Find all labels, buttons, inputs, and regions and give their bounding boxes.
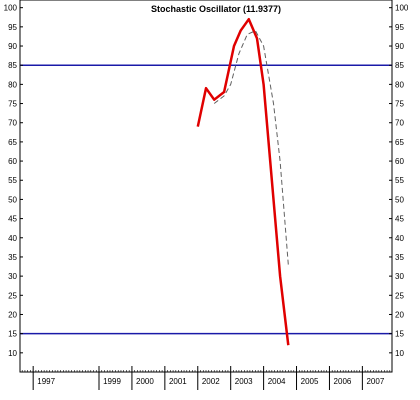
y-tick-label-right: 45 bbox=[395, 215, 404, 224]
x-tick-label: 2003 bbox=[235, 377, 253, 386]
y-tick-label-right: 70 bbox=[395, 119, 404, 128]
plot-frame bbox=[19, 0, 393, 373]
y-tick-label-right: 40 bbox=[395, 234, 404, 243]
y-tick-label-right: 55 bbox=[395, 176, 404, 185]
y-tick-label-left: 80 bbox=[8, 80, 17, 89]
y-tick-label-left: 100 bbox=[4, 4, 18, 13]
y-tick-label-right: 35 bbox=[395, 253, 404, 262]
y-tick-label-right: 20 bbox=[395, 310, 404, 319]
y-tick-label-left: 30 bbox=[8, 272, 17, 281]
x-tick-label: 2006 bbox=[334, 377, 352, 386]
x-tick-label: 2007 bbox=[366, 377, 384, 386]
y-tick-label-right: 90 bbox=[395, 42, 404, 51]
x-tick-label: 2000 bbox=[136, 377, 154, 386]
chart-title: Stochastic Oscillator (11.9377) bbox=[151, 4, 281, 14]
x-tick-label: 1997 bbox=[37, 377, 55, 386]
y-tick-label-left: 35 bbox=[8, 253, 17, 262]
y-tick-label-left: 15 bbox=[8, 330, 17, 339]
y-tick-label-left: 65 bbox=[8, 138, 17, 147]
y-tick-label-right: 85 bbox=[395, 61, 404, 70]
x-tick-label: 2004 bbox=[268, 377, 286, 386]
x-tick-label: 2005 bbox=[301, 377, 319, 386]
y-tick-label-left: 85 bbox=[8, 61, 17, 70]
y-tick-label-right: 50 bbox=[395, 195, 404, 204]
y-tick-label-right: 10 bbox=[395, 349, 404, 358]
y-tick-label-left: 75 bbox=[8, 100, 17, 109]
y-tick-label-left: 60 bbox=[8, 157, 17, 166]
y-tick-label-right: 75 bbox=[395, 100, 404, 109]
y-tick-label-left: 95 bbox=[8, 23, 17, 32]
y-tick-label-left: 90 bbox=[8, 42, 17, 51]
y-tick-label-left: 45 bbox=[8, 215, 17, 224]
x-tick-label: 2002 bbox=[202, 377, 220, 386]
y-tick-label-left: 40 bbox=[8, 234, 17, 243]
y-tick-label-left: 55 bbox=[8, 176, 17, 185]
y-tick-label-left: 70 bbox=[8, 119, 17, 128]
series-line-dashed bbox=[213, 30, 289, 265]
x-tick-label: 1999 bbox=[103, 377, 121, 386]
y-tick-label-right: 30 bbox=[395, 272, 404, 281]
series-line-solid bbox=[196, 17, 290, 346]
y-tick-label-right: 95 bbox=[395, 23, 404, 32]
y-tick-label-right: 25 bbox=[395, 291, 404, 300]
y-tick-label-right: 15 bbox=[395, 330, 404, 339]
y-tick-label-left: 20 bbox=[8, 310, 17, 319]
y-tick-label-left: 25 bbox=[8, 291, 17, 300]
y-tick-label-left: 10 bbox=[8, 349, 17, 358]
y-tick-label-right: 65 bbox=[395, 138, 404, 147]
y-tick-label-right: 80 bbox=[395, 80, 404, 89]
x-tick-label: 2001 bbox=[169, 377, 187, 386]
y-tick-label-left: 50 bbox=[8, 195, 17, 204]
y-tick-label-right: 60 bbox=[395, 157, 404, 166]
y-tick-label-right: 100 bbox=[395, 4, 409, 13]
